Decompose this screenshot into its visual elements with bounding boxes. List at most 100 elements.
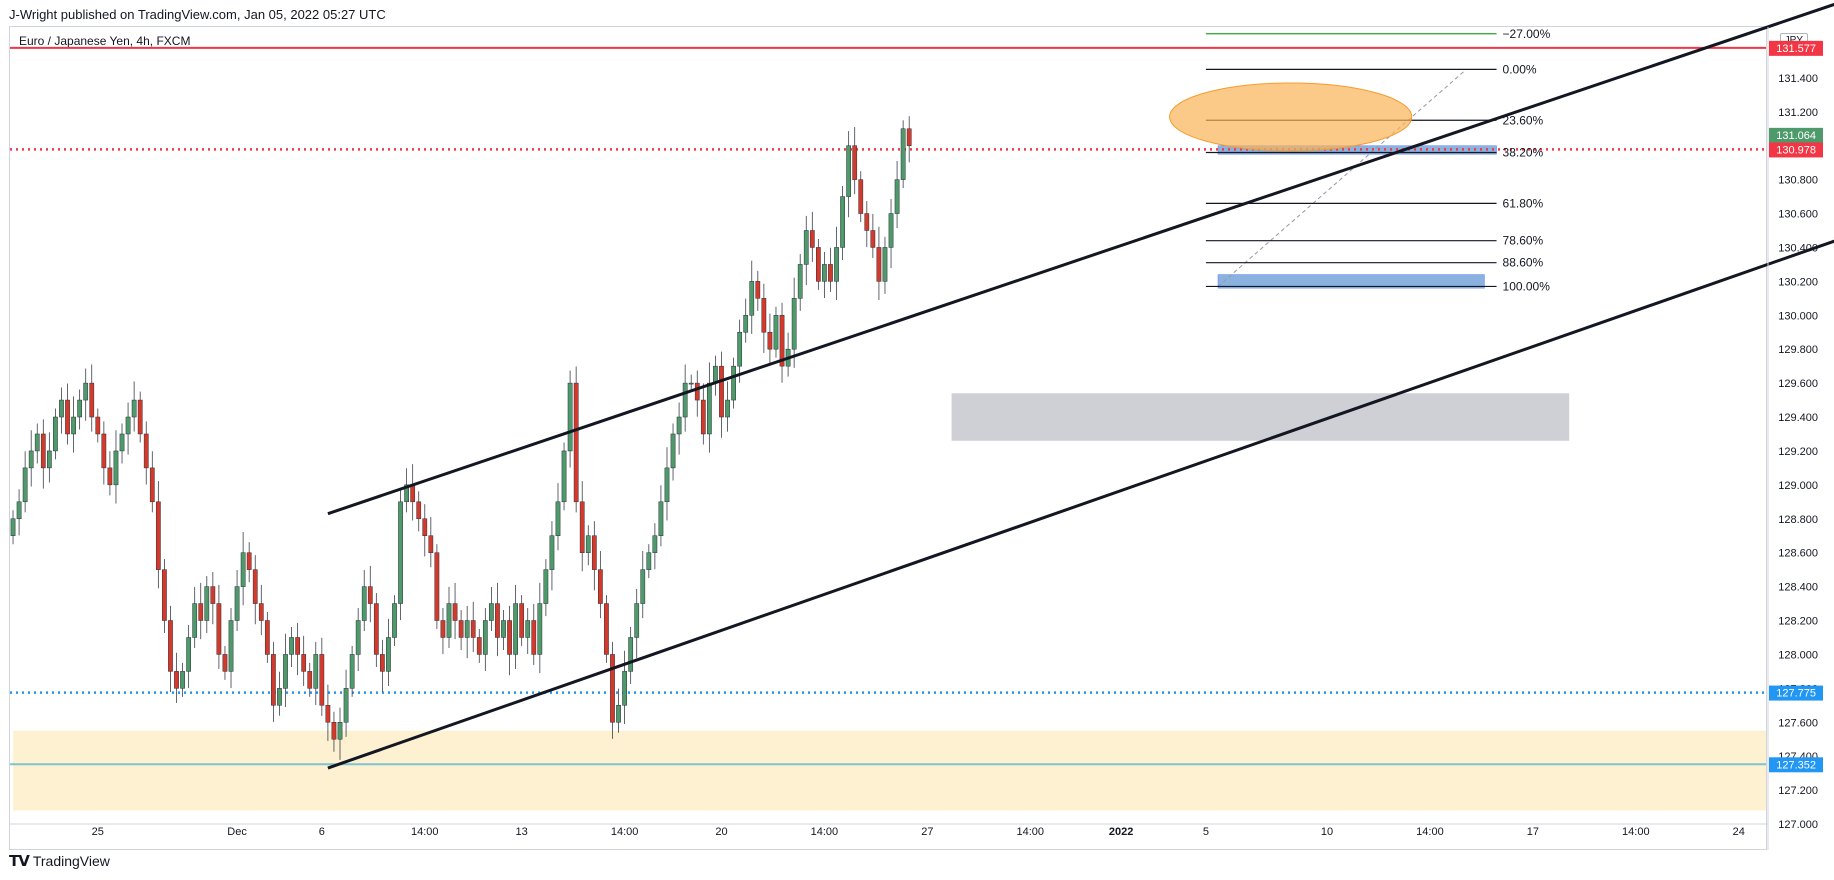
- price-tag: [1769, 757, 1823, 773]
- candle-body: [809, 230, 815, 248]
- candle-body: [331, 722, 337, 740]
- y-tick-label: 129.600: [1778, 378, 1818, 390]
- candle-body: [513, 603, 518, 655]
- candle-body: [876, 247, 882, 282]
- candle-body: [616, 705, 621, 723]
- candle-body: [349, 654, 355, 689]
- candle-body: [77, 399, 83, 418]
- candle-body: [531, 620, 537, 655]
- candle-body: [119, 433, 125, 452]
- candle-body: [83, 382, 89, 401]
- x-tick-label: 14:00: [611, 826, 639, 838]
- fib-level-label: 0.00%: [1503, 62, 1537, 76]
- candle-body: [277, 688, 282, 706]
- candle-body: [404, 484, 409, 503]
- candle-body: [725, 399, 730, 418]
- y-tick-label: 127.200: [1778, 785, 1818, 797]
- candle-body: [640, 569, 646, 604]
- candle-body: [186, 637, 191, 672]
- fib-level-label: 88.60%: [1503, 256, 1544, 270]
- zone-support: [13, 730, 1766, 811]
- x-tick-label: 2022: [1109, 826, 1133, 838]
- candle-body: [731, 365, 736, 401]
- candle-body: [271, 654, 276, 706]
- candle-body: [155, 501, 161, 570]
- candle-body: [16, 501, 22, 520]
- candle-body: [761, 298, 767, 333]
- candle-body: [900, 128, 906, 180]
- price-tag: [1769, 685, 1823, 701]
- candle-body: [707, 382, 712, 435]
- candle-body: [434, 552, 440, 621]
- candle-body: [852, 145, 858, 180]
- candle-body: [682, 382, 688, 418]
- candle-body: [392, 603, 397, 638]
- candle-body: [476, 637, 482, 655]
- candle-body: [210, 586, 216, 604]
- candle-body: [864, 213, 870, 231]
- candle-body: [791, 298, 797, 350]
- candle-body: [162, 569, 167, 621]
- price-tag-label: 127.352: [1776, 759, 1816, 771]
- candle-body: [858, 179, 864, 214]
- candle-body: [204, 586, 210, 621]
- candle-body: [555, 501, 561, 536]
- candle-body: [22, 467, 28, 503]
- candle-body: [464, 620, 470, 638]
- candle-body: [252, 569, 258, 604]
- candle-body: [743, 315, 749, 333]
- x-tick-label: 13: [516, 826, 528, 838]
- candle-body: [700, 399, 706, 435]
- candle-body: [89, 382, 95, 418]
- candle-body: [325, 705, 331, 723]
- candle-body: [34, 433, 40, 452]
- candle-body: [815, 247, 821, 282]
- candle-body: [258, 603, 264, 621]
- y-tick-label: 129.800: [1778, 344, 1818, 356]
- fib-level-label: 23.60%: [1503, 113, 1544, 127]
- y-tick-label: 130.400: [1778, 242, 1818, 254]
- candle-body: [289, 637, 294, 655]
- candle-body: [507, 620, 512, 655]
- y-tick-label: 129.200: [1778, 446, 1818, 458]
- candle-body: [113, 450, 119, 486]
- candle-body: [822, 264, 827, 282]
- candle-body: [906, 128, 912, 146]
- tradingview-logo-icon: 𝗧𝗩: [9, 853, 30, 870]
- candle-body: [386, 637, 391, 672]
- chart-pane[interactable]: [9, 26, 1767, 850]
- candle-body: [355, 620, 361, 655]
- candle-body: [380, 654, 385, 672]
- candle-body: [894, 179, 900, 214]
- candle-body: [828, 264, 833, 282]
- x-tick-label: 20: [715, 826, 727, 838]
- candle-body: [779, 315, 785, 367]
- candle-body: [131, 399, 137, 418]
- candle-body: [416, 501, 422, 520]
- x-tick-label: 10: [1321, 826, 1333, 838]
- y-tick-label: 127.600: [1778, 717, 1818, 729]
- fib-level-label: 38.20%: [1503, 145, 1544, 159]
- candle-body: [622, 671, 627, 706]
- candle-body: [337, 722, 343, 740]
- candle-body: [628, 637, 634, 672]
- publication-header: J-Wright published on TradingView.com, J…: [9, 7, 386, 22]
- candle-body: [65, 399, 70, 435]
- fib-level-label: 100.00%: [1503, 279, 1551, 293]
- candle-body: [501, 620, 506, 638]
- candle-body: [458, 620, 464, 638]
- zone-demand: [951, 393, 1570, 441]
- price-tag-label: 131.064: [1776, 130, 1816, 142]
- candle-body: [670, 433, 676, 469]
- candle-body: [773, 315, 779, 350]
- footer: 𝗧𝗩 TradingView: [9, 852, 110, 870]
- candle-body: [137, 399, 143, 435]
- x-tick-label: 27: [921, 826, 933, 838]
- y-tick-label: 128.800: [1778, 514, 1818, 526]
- channel-line-lower: [327, 239, 1834, 770]
- price-tag: [1769, 142, 1823, 158]
- candle-body: [585, 535, 591, 553]
- candle-body: [452, 603, 458, 621]
- candle-body: [658, 501, 664, 536]
